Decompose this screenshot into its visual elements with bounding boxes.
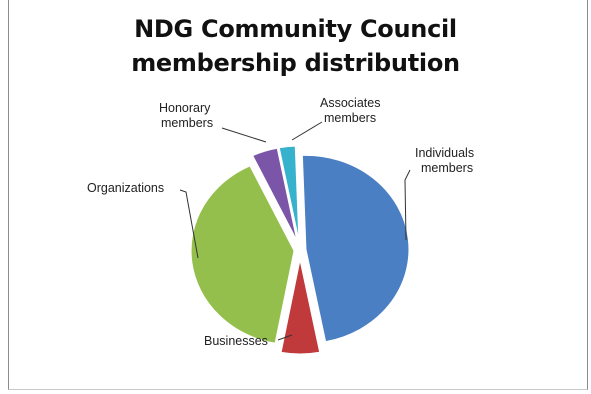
slice-label-honorary-members: Honorary members (159, 101, 213, 130)
slice-label-line: members (324, 111, 376, 125)
slice-label-organizations: Organizations (87, 181, 164, 195)
slice-label-line: Businesses (204, 334, 268, 348)
slice-label-line: members (161, 116, 213, 130)
slice-label-line: Individuals (415, 146, 474, 160)
leader-line-organizations (179, 189, 199, 259)
pie-slice-businesses (280, 259, 321, 355)
slice-label-line: Organizations (87, 181, 164, 195)
chart-title-line-1: NDG Community Council (134, 15, 457, 43)
leader-line-associates-members (291, 121, 323, 141)
slice-label-line: Honorary (159, 101, 211, 115)
pie-slice-honorary-members (252, 147, 298, 241)
leader-line-individuals-members (404, 169, 411, 241)
leader-line-businesses (277, 334, 293, 341)
pie-slice-organizations (190, 165, 295, 344)
leader-line-honorary-members (221, 127, 267, 143)
slice-label-businesses: Businesses (204, 334, 268, 348)
slice-label-associates-members: Associates members (320, 96, 380, 125)
chart-title-line-2: membership distribution (131, 49, 460, 77)
pie-slice-individuals-members (301, 154, 410, 343)
slice-label-line: Associates (320, 96, 380, 110)
pie-slice-associates-members (278, 145, 300, 241)
chart-title: NDG Community Council membership distrib… (0, 12, 591, 80)
slice-label-line: members (421, 161, 473, 175)
slice-label-individuals-members: Individuals members (415, 146, 474, 175)
